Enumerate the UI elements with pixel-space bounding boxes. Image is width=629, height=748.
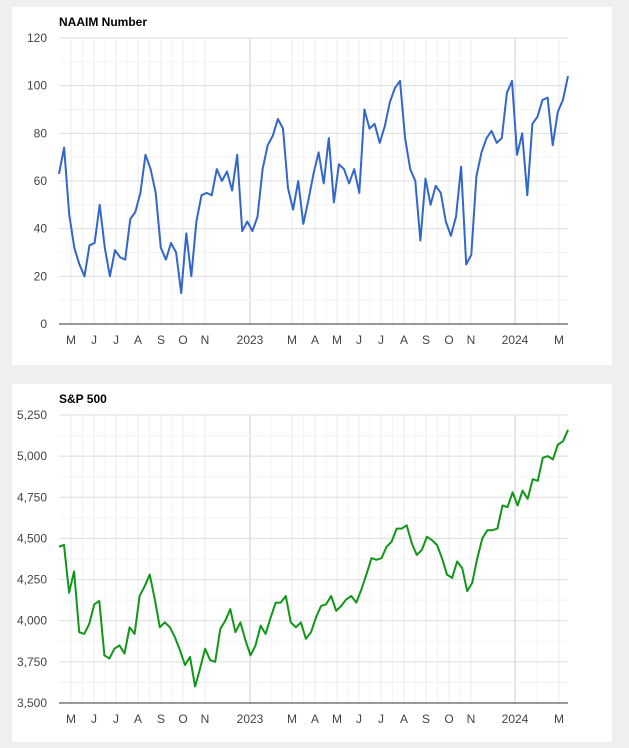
sp500-x-tick-label: O (178, 712, 187, 726)
naaim-x-tick-label: O (444, 333, 453, 347)
sp500-x-tick-label: M (66, 712, 76, 726)
sp500-x-tick-label: M (287, 712, 297, 726)
sp500-chart-panel: S&P 500 3,500 3,750 4,000 4,250 4,500 4,750 5,… (12, 384, 612, 742)
sp500-x-tick-label: A (311, 712, 319, 726)
sp500-chart-title: S&P 500 (59, 392, 107, 406)
naaim-x-tick-label: S (157, 333, 165, 347)
naaim-y-tick-label: 60 (34, 174, 48, 188)
sp500-x-tick-label: A (134, 712, 142, 726)
sp500-y-tick-label: 4,750 (17, 490, 47, 504)
naaim-chart-title: NAAIM Number (59, 15, 148, 29)
naaim-x-tick-label: 2024 (502, 333, 529, 347)
naaim-y-tick-label: 120 (27, 31, 47, 45)
sp500-x-tick-label: S (157, 712, 165, 726)
naaim-y-tick-label: 80 (34, 126, 48, 140)
sp500-x-tick-label: N (467, 712, 476, 726)
sp500-x-tick-label: S (422, 712, 430, 726)
sp500-y-tick-label: 3,750 (17, 655, 47, 669)
naaim-y-tick-label: 0 (40, 317, 47, 331)
sp500-y-tick-label: 5,250 (17, 408, 47, 422)
naaim-chart-panel: NAAIM Number 0 20 40 60 80 100 120 M J J A S O N 2023 M… (12, 7, 612, 365)
sp500-x-tick-label: 2023 (237, 712, 264, 726)
sp500-x-tick-label: J (113, 712, 119, 726)
sp500-y-tick-label: 3,500 (17, 696, 47, 710)
naaim-x-tick-label: N (201, 333, 210, 347)
naaim-series-line (58, 75, 569, 294)
naaim-x-tick-label: S (422, 333, 430, 347)
naaim-y-tick-label: 100 (27, 79, 47, 93)
sp500-x-tick-label: 2024 (502, 712, 529, 726)
sp500-x-tick-label: J (91, 712, 97, 726)
naaim-x-tick-label: A (400, 333, 408, 347)
naaim-y-tick-label: 40 (34, 222, 48, 236)
sp500-x-tick-label: O (444, 712, 453, 726)
sp500-y-tick-label: 4,500 (17, 531, 47, 545)
naaim-x-tick-label: 2023 (237, 333, 264, 347)
naaim-x-tick-label: J (91, 333, 97, 347)
naaim-y-tick-label: 20 (34, 269, 48, 283)
sp500-x-tick-label: J (378, 712, 384, 726)
naaim-x-tick-label: J (113, 333, 119, 347)
sp500-y-tick-label: 4,250 (17, 573, 47, 587)
naaim-x-tick-label: O (178, 333, 187, 347)
sp500-series-line (58, 429, 569, 688)
naaim-x-tick-label: M (287, 333, 297, 347)
naaim-x-tick-label: J (356, 333, 362, 347)
sp500-x-tick-label: N (201, 712, 210, 726)
naaim-x-tick-label: M (332, 333, 342, 347)
sp500-x-tick-label: M (554, 712, 564, 726)
naaim-x-tick-label: A (134, 333, 142, 347)
naaim-x-tick-label: A (311, 333, 319, 347)
sp500-y-tick-label: 4,000 (17, 614, 47, 628)
naaim-x-tick-label: J (378, 333, 384, 347)
sp500-y-tick-label: 5,000 (17, 449, 47, 463)
sp500-chart: 3,500 3,750 4,000 4,250 4,500 4,750 5,000 5,250… (17, 408, 569, 726)
naaim-x-tick-label: M (554, 333, 564, 347)
naaim-x-tick-label: M (66, 333, 76, 347)
sp500-x-tick-label: A (400, 712, 408, 726)
sp500-y-gridlines (59, 414, 568, 704)
sp500-x-tick-label: J (356, 712, 362, 726)
naaim-x-tick-label: N (467, 333, 476, 347)
sp500-x-tick-label: M (332, 712, 342, 726)
naaim-y-gridlines (59, 37, 568, 325)
